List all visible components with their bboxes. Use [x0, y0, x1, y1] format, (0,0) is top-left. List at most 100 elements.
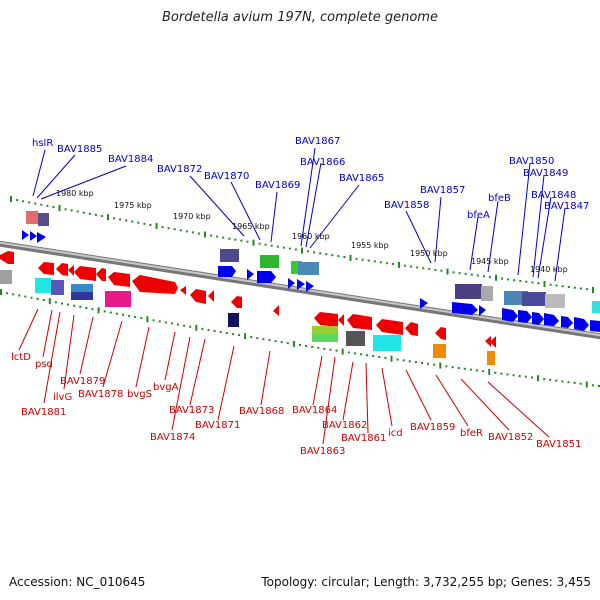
- feature-block[interactable]: [51, 280, 64, 295]
- gene-label-BAV1873[interactable]: BAV1873: [169, 405, 214, 416]
- gene-arrow[interactable]: [544, 313, 559, 326]
- gene-arrow[interactable]: [38, 262, 54, 275]
- gene-label-bvgA[interactable]: bvgA: [153, 382, 179, 393]
- gene-label-BAV1858[interactable]: BAV1858: [384, 200, 429, 211]
- gene-label-bfeA[interactable]: bfeA: [467, 210, 490, 221]
- gene-arrow[interactable]: [132, 275, 178, 294]
- gene-label-BAV1866[interactable]: BAV1866: [300, 157, 345, 168]
- gene-arrow[interactable]: [208, 290, 214, 302]
- gene-arrow[interactable]: [0, 251, 14, 264]
- feature-block[interactable]: [26, 211, 38, 224]
- feature-block[interactable]: [522, 292, 546, 306]
- gene-arrow[interactable]: [218, 266, 236, 277]
- feature-block[interactable]: [455, 284, 482, 299]
- gene-label-BAV1863[interactable]: BAV1863: [300, 446, 345, 457]
- gene-arrow[interactable]: [68, 265, 74, 276]
- gene-arrow[interactable]: [30, 231, 37, 241]
- gene-arrow[interactable]: [273, 305, 279, 316]
- gene-label-BAV1878[interactable]: BAV1878: [78, 389, 123, 400]
- gene-label-bvgS[interactable]: bvgS: [127, 389, 152, 400]
- gene-label-BAV1870[interactable]: BAV1870: [204, 171, 249, 182]
- gene-arrow[interactable]: [190, 289, 206, 304]
- gene-arrow[interactable]: [306, 281, 314, 292]
- gene-arrow[interactable]: [452, 302, 478, 315]
- gene-label-BAV1849[interactable]: BAV1849: [523, 168, 568, 179]
- feature-block[interactable]: [312, 326, 338, 334]
- gene-label-BAV1885[interactable]: BAV1885: [57, 144, 102, 155]
- gene-label-BAV1859[interactable]: BAV1859: [410, 422, 455, 433]
- gene-label-BAV1848[interactable]: BAV1848: [531, 190, 576, 201]
- gene-label-BAV1862[interactable]: BAV1862: [322, 420, 367, 431]
- gene-label-BAV1847[interactable]: BAV1847: [544, 201, 589, 212]
- gene-label-icd[interactable]: icd: [388, 428, 403, 439]
- gene-arrow[interactable]: [338, 314, 344, 326]
- feature-block[interactable]: [228, 313, 239, 327]
- feature-block[interactable]: [291, 261, 302, 274]
- gene-label-BAV1872[interactable]: BAV1872: [157, 164, 202, 175]
- gene-arrow[interactable]: [74, 266, 96, 281]
- gene-arrow[interactable]: [420, 298, 428, 309]
- gene-label-BAV1851[interactable]: BAV1851: [536, 439, 581, 450]
- gene-arrow[interactable]: [22, 230, 29, 240]
- gene-arrow[interactable]: [180, 286, 186, 295]
- gene-label-bfeR[interactable]: bfeR: [460, 428, 483, 439]
- gene-arrow[interactable]: [435, 327, 446, 340]
- gene-label-BAV1884[interactable]: BAV1884: [108, 154, 153, 165]
- feature-block[interactable]: [105, 291, 131, 307]
- gene-label-BAV1867[interactable]: BAV1867: [295, 136, 340, 147]
- gene-label-BAV1868[interactable]: BAV1868: [239, 406, 284, 417]
- gene-arrow[interactable]: [376, 319, 403, 335]
- feature-block[interactable]: [71, 284, 93, 292]
- feature-block[interactable]: [433, 344, 446, 358]
- gene-label-BAV1869[interactable]: BAV1869: [255, 180, 300, 191]
- gene-arrow[interactable]: [532, 312, 544, 325]
- feature-block[interactable]: [38, 213, 49, 226]
- feature-block[interactable]: [260, 255, 279, 268]
- feature-block[interactable]: [298, 262, 319, 275]
- gene-arrow[interactable]: [590, 320, 600, 332]
- gene-label-lctD[interactable]: lctD: [11, 352, 31, 363]
- gene-arrow[interactable]: [485, 336, 491, 347]
- feature-block[interactable]: [346, 331, 365, 346]
- gene-label-psd[interactable]: psd: [35, 359, 53, 370]
- gene-arrow[interactable]: [37, 232, 46, 243]
- gene-label-BAV1881[interactable]: BAV1881: [21, 407, 66, 418]
- feature-block[interactable]: [487, 351, 495, 365]
- gene-label-ilvG[interactable]: ilvG: [53, 392, 72, 403]
- feature-block[interactable]: [592, 301, 600, 313]
- gene-arrow[interactable]: [561, 316, 573, 328]
- gene-arrow[interactable]: [479, 305, 486, 316]
- feature-block[interactable]: [220, 249, 239, 262]
- gene-arrow[interactable]: [502, 308, 518, 322]
- feature-block[interactable]: [373, 335, 401, 351]
- gene-label-BAV1871[interactable]: BAV1871: [195, 420, 240, 431]
- gene-label-BAV1874[interactable]: BAV1874: [150, 432, 195, 443]
- gene-arrow[interactable]: [288, 278, 295, 289]
- gene-label-BAV1852[interactable]: BAV1852: [488, 432, 533, 443]
- gene-arrow[interactable]: [257, 271, 276, 283]
- gene-arrow[interactable]: [574, 317, 589, 331]
- gene-arrow[interactable]: [247, 269, 254, 280]
- gene-label-BAV1864[interactable]: BAV1864: [292, 405, 337, 416]
- gene-arrow[interactable]: [108, 272, 130, 287]
- feature-block[interactable]: [481, 286, 493, 301]
- gene-arrow[interactable]: [518, 310, 532, 323]
- gene-arrow[interactable]: [56, 263, 68, 276]
- gene-label-BAV1857[interactable]: BAV1857: [420, 185, 465, 196]
- gene-label-BAV1879[interactable]: BAV1879: [60, 376, 105, 387]
- gene-arrow[interactable]: [314, 312, 338, 327]
- feature-block[interactable]: [71, 292, 93, 300]
- gene-label-bfeB[interactable]: bfeB: [488, 193, 511, 204]
- gene-arrow[interactable]: [96, 268, 106, 281]
- gene-label-BAV1861[interactable]: BAV1861: [341, 433, 386, 444]
- feature-block[interactable]: [35, 278, 51, 293]
- gene-label-BAV1850[interactable]: BAV1850: [509, 156, 554, 167]
- gene-arrow[interactable]: [231, 296, 242, 308]
- gene-label-hslR[interactable]: hslR: [32, 138, 53, 149]
- gene-arrow[interactable]: [405, 322, 418, 336]
- gene-arrow[interactable]: [347, 314, 372, 330]
- feature-block[interactable]: [0, 270, 12, 284]
- gene-label-BAV1865[interactable]: BAV1865: [339, 173, 384, 184]
- gene-arrow[interactable]: [490, 336, 496, 348]
- feature-block[interactable]: [312, 334, 338, 342]
